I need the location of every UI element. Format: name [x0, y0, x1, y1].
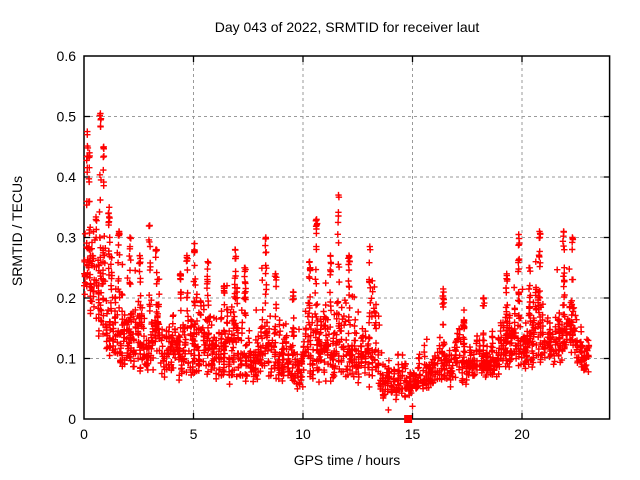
x-tick-label: 15 [405, 426, 421, 442]
y-tick-label: 0.3 [57, 230, 77, 246]
y-tick-label: 0.6 [57, 48, 77, 64]
y-tick-label: 0.4 [57, 169, 77, 185]
x-axis-label: GPS time / hours [293, 452, 401, 468]
tick-labels: 0 5 10 15 20 0 0.1 0.2 0.3 0.4 0.5 0.6 [57, 48, 530, 442]
x-tick-label: 10 [295, 426, 311, 442]
zero-value-square-marker [404, 415, 413, 423]
x-tick-label: 5 [190, 426, 198, 442]
y-tick-label: 0.5 [57, 109, 77, 125]
chart-title: Day 043 of 2022, SRMTID for receiver lau… [214, 19, 480, 35]
y-tick-label: 0.1 [57, 351, 77, 367]
x-tick-label: 20 [514, 426, 530, 442]
y-tick-label: 0 [68, 411, 76, 427]
y-tick-label: 0.2 [57, 290, 77, 306]
y-axis-label: SRMTID / TECUs [9, 175, 25, 287]
scatter-points-plus-markers [81, 110, 593, 414]
x-tick-label: 0 [80, 426, 88, 442]
